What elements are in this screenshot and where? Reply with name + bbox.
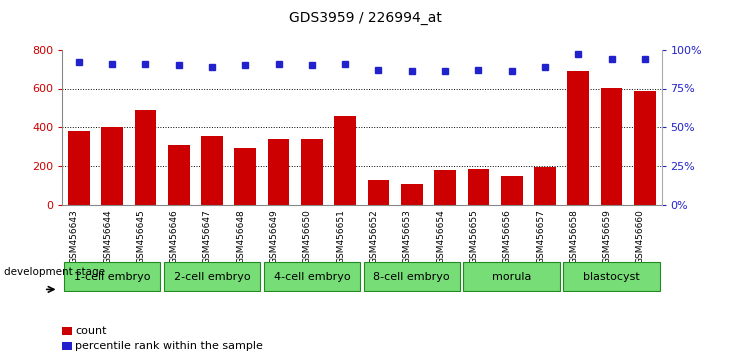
- Bar: [634, 91, 656, 205]
- Text: morula: morula: [492, 272, 531, 282]
- Text: percentile rank within the sample: percentile rank within the sample: [75, 341, 263, 351]
- Text: GSM456653: GSM456653: [403, 209, 412, 264]
- Text: GSM456646: GSM456646: [170, 209, 178, 264]
- Text: GSM456650: GSM456650: [303, 209, 312, 264]
- Text: GSM456643: GSM456643: [69, 209, 79, 264]
- Text: GSM456657: GSM456657: [536, 209, 545, 264]
- Text: GSM456656: GSM456656: [503, 209, 512, 264]
- Text: GSM456649: GSM456649: [270, 209, 279, 264]
- Text: GSM456654: GSM456654: [436, 209, 445, 264]
- Text: GSM456660: GSM456660: [636, 209, 645, 264]
- Bar: [534, 167, 556, 205]
- Bar: [501, 176, 523, 205]
- Text: 4-cell embryo: 4-cell embryo: [273, 272, 350, 282]
- Text: GSM456652: GSM456652: [369, 209, 379, 264]
- Text: GSM456644: GSM456644: [103, 209, 112, 264]
- Text: GSM456658: GSM456658: [569, 209, 578, 264]
- Text: GDS3959 / 226994_at: GDS3959 / 226994_at: [289, 11, 442, 25]
- Text: GSM456655: GSM456655: [469, 209, 478, 264]
- Bar: [135, 110, 156, 205]
- Bar: [601, 87, 622, 205]
- Text: GSM456648: GSM456648: [236, 209, 246, 264]
- Bar: [368, 180, 390, 205]
- Bar: [64, 262, 160, 291]
- Bar: [567, 71, 589, 205]
- Text: 2-cell embryo: 2-cell embryo: [174, 272, 250, 282]
- Bar: [235, 148, 256, 205]
- Bar: [434, 170, 456, 205]
- Bar: [564, 262, 660, 291]
- Bar: [164, 262, 260, 291]
- Text: GSM456645: GSM456645: [137, 209, 145, 264]
- Text: GSM456659: GSM456659: [602, 209, 612, 264]
- Bar: [168, 145, 189, 205]
- Bar: [463, 262, 560, 291]
- Bar: [301, 139, 322, 205]
- Text: GSM456647: GSM456647: [203, 209, 212, 264]
- Bar: [468, 169, 489, 205]
- Bar: [334, 116, 356, 205]
- Bar: [264, 262, 360, 291]
- Text: blastocyst: blastocyst: [583, 272, 640, 282]
- Text: GSM456651: GSM456651: [336, 209, 345, 264]
- Bar: [102, 127, 123, 205]
- Bar: [401, 184, 423, 205]
- Bar: [363, 262, 460, 291]
- Bar: [268, 139, 289, 205]
- Bar: [201, 136, 223, 205]
- Text: count: count: [75, 326, 107, 336]
- Bar: [68, 131, 90, 205]
- Text: development stage: development stage: [4, 267, 105, 277]
- Text: 1-cell embryo: 1-cell embryo: [74, 272, 151, 282]
- Text: 8-cell embryo: 8-cell embryo: [374, 272, 450, 282]
